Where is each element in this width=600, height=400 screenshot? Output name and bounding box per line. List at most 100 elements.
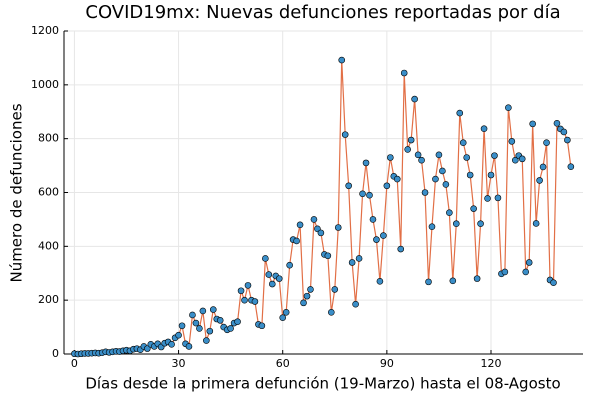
x-tick-label: 120 [481,357,502,370]
point [237,287,245,295]
point [328,308,335,316]
point [310,216,318,223]
point [432,175,439,183]
point [418,156,425,164]
y-axis-label: Número de defunciones [8,103,26,282]
point [442,181,450,188]
point [206,327,214,335]
point [525,259,533,266]
point [491,152,498,159]
point [463,154,471,161]
point [352,300,359,308]
point [303,292,311,300]
point [279,314,287,321]
point [383,182,391,190]
point [539,163,547,171]
point [532,220,540,227]
point [296,221,304,229]
point [286,261,293,269]
point [466,171,474,179]
point [178,322,186,330]
y-tick-label: 400 [38,239,59,252]
point [203,337,210,344]
point [473,275,481,282]
point [470,205,477,212]
point [348,259,356,266]
point [369,216,377,223]
point [338,56,346,64]
point [411,95,418,103]
point [362,159,370,167]
point [397,245,405,253]
point [512,156,519,164]
point [307,286,314,293]
chart-title: COVID19mx: Nuevas defunciones reportadas… [85,2,560,23]
point [185,343,193,350]
point [518,155,526,163]
point [484,195,491,202]
point [241,296,248,304]
point [487,171,495,179]
point [522,268,530,276]
point [175,331,182,339]
point [168,341,175,348]
point [425,278,432,286]
point [414,151,422,159]
point [501,268,509,276]
point [196,325,203,332]
series-line [74,60,572,355]
point [494,194,502,202]
x-tick-label: 0 [71,357,78,370]
point [400,69,408,77]
point [536,177,543,184]
point [435,151,443,159]
point [456,109,464,117]
point [543,139,550,147]
point [477,220,484,228]
point [452,220,460,228]
point [265,271,273,278]
point [459,139,467,147]
point [404,146,411,153]
point [560,128,568,136]
point [449,277,457,285]
y-tick-label: 600 [38,186,59,199]
point [189,311,196,319]
point [376,278,384,285]
point [192,319,200,327]
point [199,307,207,315]
point [144,345,151,352]
point [553,120,561,127]
point [480,125,488,133]
point [234,318,241,326]
point [421,189,429,196]
y-tick-label: 1000 [31,78,59,91]
point [387,154,394,161]
point [359,190,366,198]
point [373,236,380,243]
y-tick-label: 0 [52,347,59,360]
point [508,138,516,145]
point [268,280,276,288]
point [505,104,512,112]
point [258,322,266,330]
point [209,306,217,313]
point [446,209,453,216]
point [244,282,252,289]
point [567,163,575,170]
y-tick-label: 200 [38,293,59,306]
y-tick-label: 1200 [31,24,59,37]
x-tick-label: 60 [276,357,290,370]
y-tick-label: 800 [38,132,59,145]
point [341,131,349,138]
point [355,255,363,262]
point [564,136,571,144]
x-tick-label: 30 [172,357,186,370]
point [380,232,387,239]
point [293,237,300,245]
point [275,275,283,282]
point [345,182,352,190]
point [331,286,339,293]
point [550,279,557,286]
